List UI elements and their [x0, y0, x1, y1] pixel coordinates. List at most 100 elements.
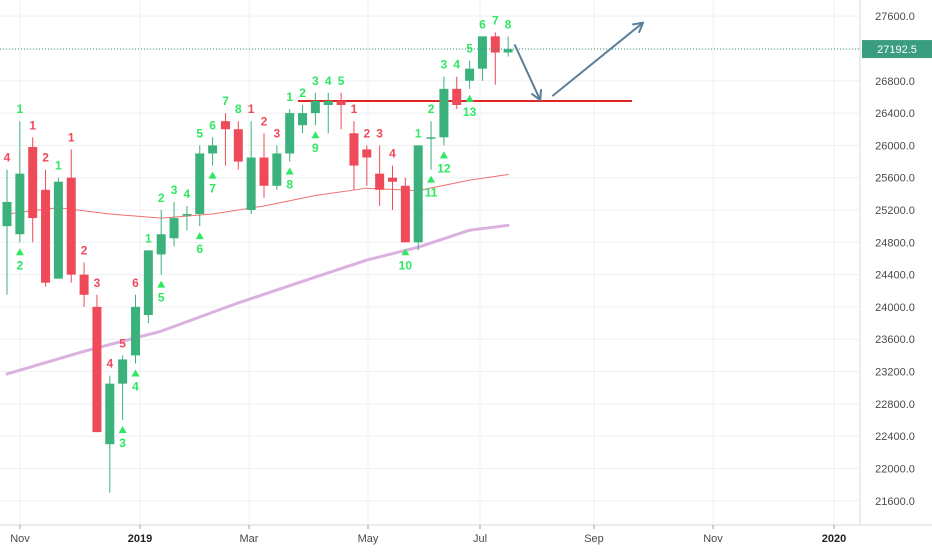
- count-label: 6: [209, 118, 216, 132]
- candle-up: [439, 88, 449, 138]
- candle-down: [336, 100, 346, 105]
- y-tick-label: 23200.0: [875, 367, 915, 379]
- count-label: 2: [299, 86, 306, 100]
- count-label: 1: [55, 159, 62, 173]
- candle-up: [503, 49, 513, 53]
- candle-up: [246, 157, 256, 210]
- x-tick-label: Mar: [240, 533, 259, 545]
- y-tick-label: 27600.0: [875, 11, 915, 23]
- count-label: 4: [4, 151, 11, 165]
- x-tick-label: May: [358, 533, 379, 545]
- candle-up: [169, 218, 179, 239]
- count-marker-triangle: [311, 131, 320, 139]
- count-label: 6: [196, 242, 203, 256]
- y-tick-label: 24000.0: [875, 302, 915, 314]
- count-marker-triangle: [157, 280, 166, 288]
- count-label: 5: [338, 74, 345, 88]
- candle-up: [131, 306, 140, 356]
- candle-down: [452, 88, 462, 105]
- candle-down: [233, 129, 243, 162]
- count-label: 2: [158, 191, 165, 205]
- count-label: 3: [94, 276, 101, 290]
- count-marker-triangle: [439, 151, 448, 159]
- time-axis[interactable]: Nov 2019 Mar May Jul Sep Nov 2020: [0, 524, 932, 545]
- candle-down: [92, 306, 102, 433]
- count-label: 10: [399, 258, 413, 272]
- count-label: 2: [17, 258, 24, 272]
- arrow-head-down: [530, 89, 543, 102]
- count-label: 3: [171, 183, 178, 197]
- count-label: 3: [376, 126, 383, 140]
- candle-up: [195, 153, 205, 215]
- count-label: 3: [441, 58, 448, 72]
- candle-up: [477, 36, 487, 69]
- x-tick-label: 2019: [128, 533, 152, 545]
- candle-up: [465, 68, 475, 81]
- count-label: 6: [132, 276, 139, 290]
- count-marker-triangle: [118, 426, 127, 433]
- candle-up: [426, 137, 436, 139]
- count-label: 11: [425, 186, 438, 200]
- y-tick-label: 23600.0: [875, 334, 915, 346]
- candle-up: [105, 383, 115, 445]
- y-tick-label: 25600.0: [875, 173, 915, 185]
- count-label: 3: [119, 436, 126, 450]
- candle-down: [362, 149, 372, 158]
- candles: [2, 32, 513, 493]
- candle-down: [28, 147, 38, 219]
- count-label: 2: [81, 244, 88, 258]
- count-label: 1: [145, 231, 152, 245]
- count-label: 3: [312, 74, 319, 88]
- y-tick-label: 26400.0: [875, 108, 915, 120]
- y-tick-label: 22800.0: [875, 399, 915, 411]
- candle-down: [66, 177, 76, 275]
- count-marker-triangle: [465, 94, 474, 102]
- candle-up: [182, 214, 192, 216]
- moving-averages: [5, 173, 510, 376]
- count-label: 4: [389, 147, 396, 161]
- count-marker-triangle: [131, 369, 140, 377]
- candle-up: [323, 100, 333, 105]
- moving-average-long: [5, 223, 510, 376]
- count-label: 2: [42, 151, 49, 165]
- count-label: 1: [29, 118, 36, 132]
- candle-up: [272, 153, 282, 186]
- x-tick-label: Nov: [703, 533, 723, 545]
- moving-average-short: [6, 173, 509, 219]
- arrow-head-up: [632, 21, 645, 34]
- projection-arrow: [513, 21, 645, 102]
- count-label: 7: [222, 94, 229, 108]
- count-label: 3: [274, 126, 281, 140]
- count-marker-triangle: [15, 248, 24, 256]
- count-label: 7: [492, 13, 499, 27]
- count-label: 4: [132, 379, 139, 393]
- count-marker-triangle: [285, 167, 294, 175]
- candle-up: [156, 234, 166, 255]
- candle-up: [298, 113, 308, 126]
- count-label: 12: [437, 161, 451, 175]
- count-marker-triangle: [401, 248, 410, 256]
- candle-down: [400, 185, 410, 243]
- y-tick-label: 26800.0: [875, 76, 915, 88]
- count-marker-triangle: [427, 175, 436, 183]
- x-tick-label: Nov: [10, 533, 30, 545]
- candle-down: [41, 189, 51, 283]
- candle-down: [490, 36, 500, 53]
- y-tick-label: 22000.0: [875, 463, 915, 475]
- count-label: 1: [286, 90, 293, 104]
- count-label: 1: [351, 102, 358, 116]
- candle-up: [15, 173, 25, 235]
- count-label: 9: [312, 141, 319, 155]
- count-label: 5: [196, 126, 203, 140]
- y-tick-label: 25200.0: [875, 205, 915, 217]
- count-label: 1: [17, 102, 24, 116]
- count-label: 2: [261, 114, 268, 128]
- y-tick-label: 24800.0: [875, 237, 915, 249]
- count-label: 4: [106, 357, 113, 371]
- price-axis[interactable]: 21600.0 22000.0 22400.0 22800.0 23200.0 23600…: [859, 0, 932, 525]
- x-tick-label: 2020: [822, 533, 846, 545]
- candle-down: [388, 177, 397, 182]
- candle-up: [118, 359, 128, 384]
